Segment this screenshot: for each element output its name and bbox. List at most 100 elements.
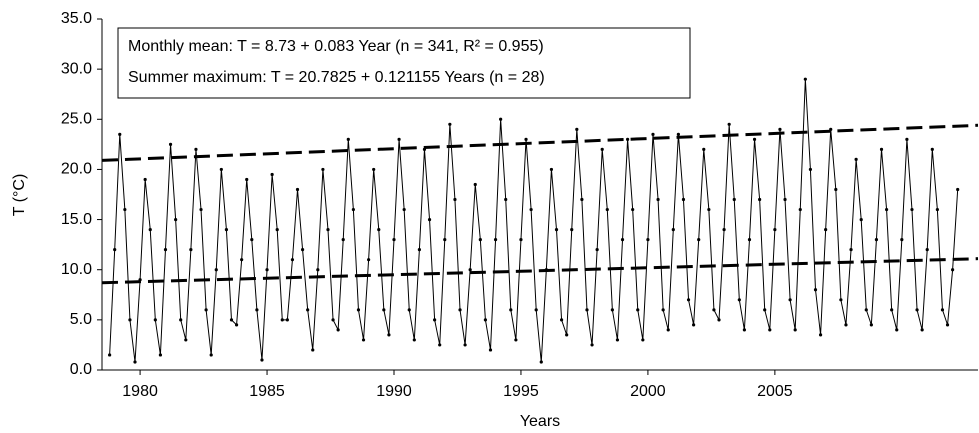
data-point (123, 207, 127, 212)
annotation: Summer maximum: T = 20.7825 + 0.121155 Y… (128, 69, 545, 86)
data-point (488, 348, 493, 352)
data-point (869, 323, 873, 327)
data-point (895, 328, 899, 332)
y-tick-label: 25.0 (61, 111, 92, 128)
data-point (113, 248, 117, 252)
data-point (615, 338, 620, 342)
x-tick-label: 1985 (249, 383, 285, 400)
data-point (138, 278, 142, 282)
data-point (661, 308, 665, 312)
data-point (240, 258, 244, 262)
data-point (153, 318, 157, 322)
data-point (275, 228, 279, 232)
data-point (798, 207, 802, 212)
data-point (351, 207, 355, 212)
data-point (951, 268, 955, 272)
data-point (717, 318, 721, 322)
annotation-box (117, 27, 691, 99)
data-point (453, 197, 457, 202)
data-point (519, 238, 523, 242)
data-point (433, 318, 437, 322)
data-point (808, 167, 813, 172)
data-point (646, 238, 650, 242)
data-point (468, 268, 472, 272)
data-point (311, 348, 315, 352)
data-point (722, 228, 726, 232)
data-point (727, 122, 731, 126)
data-point (631, 207, 635, 212)
x-tick-label: 1995 (503, 383, 539, 400)
data-point (554, 228, 559, 232)
data-point (412, 338, 416, 342)
data-point (900, 238, 904, 242)
data-point (783, 197, 787, 202)
data-point (229, 318, 234, 322)
data-point (306, 308, 310, 312)
data-point (382, 308, 386, 312)
data-point (300, 248, 305, 252)
data-point (478, 238, 482, 242)
data-point (930, 147, 934, 151)
data-point (443, 238, 447, 242)
data-point (143, 177, 147, 182)
data-point (189, 248, 193, 252)
data-point (605, 207, 609, 212)
data-point (245, 177, 249, 182)
data-point (570, 228, 574, 232)
x-axis-label: Years (520, 413, 560, 430)
data-point (438, 343, 442, 347)
data-point (544, 268, 548, 272)
y-tick-label: 20.0 (61, 161, 92, 178)
data-point (890, 308, 894, 312)
x-tick-label: 1980 (122, 383, 158, 400)
data-point (504, 197, 508, 202)
data-point (793, 328, 797, 332)
y-tick-label: 5.0 (70, 311, 92, 328)
data-point (539, 360, 543, 364)
data-point (427, 217, 432, 222)
data-point (559, 318, 564, 322)
data-point (956, 187, 960, 192)
data-point (250, 238, 254, 242)
trend-line (101, 257, 979, 285)
data-point (133, 360, 137, 364)
data-point (174, 217, 178, 222)
data-point (763, 308, 767, 312)
data-point (940, 308, 945, 312)
data-point (499, 117, 503, 121)
data-point (356, 308, 361, 312)
data-point (148, 228, 152, 232)
data-point (295, 187, 300, 192)
data-point (910, 207, 914, 212)
data-point (712, 308, 716, 312)
data-point (580, 197, 584, 202)
y-tick-label: 30.0 (61, 60, 92, 77)
data-point (422, 147, 427, 151)
data-point (184, 338, 188, 342)
data-point (666, 328, 670, 332)
data-point (341, 238, 345, 242)
data-point (824, 228, 828, 232)
data-point (813, 288, 818, 292)
x-tick-label: 2000 (630, 383, 666, 400)
y-tick-label: 35.0 (61, 10, 92, 27)
data-point (128, 318, 132, 322)
data-point (168, 142, 173, 146)
data-point (590, 343, 594, 347)
data-point (361, 338, 366, 342)
data-point (417, 248, 421, 252)
data-point (768, 328, 772, 332)
data-point (676, 132, 680, 136)
data-point (697, 238, 701, 242)
data-point (290, 258, 295, 262)
data-point (905, 137, 909, 141)
data-point (179, 318, 183, 322)
data-point (747, 238, 752, 242)
data-point (331, 318, 335, 322)
data-point (752, 137, 757, 141)
data-point (773, 228, 777, 232)
data-point (204, 308, 208, 312)
data-point (620, 238, 625, 242)
y-axis-label: T (°C) (11, 174, 28, 217)
data-point (372, 167, 376, 172)
